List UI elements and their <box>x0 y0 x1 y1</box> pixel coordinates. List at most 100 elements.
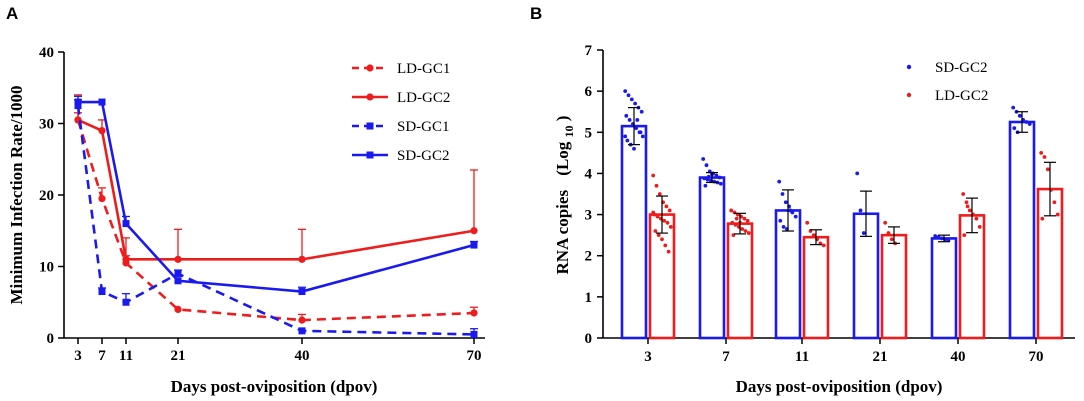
panel-b-point <box>668 225 673 229</box>
panel-b-point <box>1027 122 1032 126</box>
panel-b-y-tick-label: 1 <box>585 290 593 306</box>
panel-b-point <box>629 97 634 102</box>
panel-b-point <box>961 192 966 196</box>
panel-b-bar <box>698 176 726 340</box>
panel-b-bar <box>880 233 908 340</box>
panel-a-x-tick-label: 3 <box>74 348 82 364</box>
panel-b-point <box>781 225 786 229</box>
panel-a-point <box>122 220 130 228</box>
panel-a-legend-label: LD-GC1 <box>397 61 450 77</box>
panel-b-point <box>640 134 645 139</box>
panel-b-point <box>701 157 706 161</box>
panel-b-point <box>778 218 783 223</box>
panel-b-point <box>742 216 747 221</box>
panel-b-point <box>663 243 668 248</box>
panel-a-point <box>470 309 478 317</box>
panel-b-point <box>974 216 979 221</box>
panel-b-point <box>788 208 793 213</box>
panel-a-x-title: Days post-oviposition (dpov) <box>171 377 378 396</box>
panel-b-point <box>946 238 951 242</box>
panel-a-line-sd-gc1 <box>76 105 475 336</box>
panel-b-x-tick-label: 21 <box>873 349 888 365</box>
panel-b-series-sd-gc2 <box>620 89 1036 340</box>
panel-b-x-title: Days post-oviposition (dpov) <box>736 377 943 396</box>
panel-a-point <box>74 98 82 106</box>
panel-a-line-ld-gc2 <box>77 118 475 261</box>
panel-b-point <box>1045 167 1050 172</box>
panel-b-point <box>656 233 661 238</box>
panel-b-point <box>805 220 810 225</box>
panel-b-x-tick-label: 3 <box>644 349 652 365</box>
panel-b-point <box>777 179 782 184</box>
panel-b-point <box>745 218 750 223</box>
panel-b-point <box>626 93 631 98</box>
panel-b-legend-label: SD-GC2 <box>935 60 988 76</box>
panel-b-point <box>746 231 751 235</box>
panel-b-y-title: RNA copies (Log 10 ) <box>553 116 577 275</box>
panel-b-point <box>729 208 734 213</box>
panel-a-series-ld-gc2 <box>74 94 478 263</box>
panel-a-legend-label: LD-GC2 <box>397 90 450 106</box>
panel-b-point <box>1011 105 1016 110</box>
panel-b-point <box>662 218 667 223</box>
panel-b-point <box>964 200 969 205</box>
panel-b-bar <box>930 237 958 340</box>
panel-b-point <box>1024 120 1029 124</box>
panel-b-point <box>1012 126 1017 131</box>
panel-a-line-ld-gc1 <box>76 119 475 322</box>
panel-a-y-tick-label: 20 <box>39 188 54 204</box>
panel-b-point <box>639 109 644 114</box>
panel-b-point <box>1042 155 1047 159</box>
panel-b-point <box>743 229 748 233</box>
panel-a-point <box>298 288 306 296</box>
panel-b-point <box>635 118 640 122</box>
panel-b-point <box>821 243 826 248</box>
panel-b-point <box>936 235 941 240</box>
panel-b-point <box>965 204 970 209</box>
panel-b-point <box>811 233 816 238</box>
panel-b-x-tick-label: 70 <box>1029 349 1044 365</box>
panel-a-point <box>174 277 182 285</box>
panel-a-letter: A <box>6 4 18 23</box>
panel-b-point <box>734 216 739 221</box>
panel-a-legend-marker <box>366 93 374 101</box>
panel-b-point <box>704 163 709 168</box>
panel-b-point <box>653 229 658 233</box>
panel-b-point <box>634 126 639 131</box>
panel-a-point <box>122 255 130 263</box>
panel-b-point <box>889 237 894 242</box>
panel-a-legend-label: SD-GC2 <box>397 148 450 164</box>
panel-b-y-tick-label: 0 <box>585 331 593 347</box>
panel-b-bar <box>802 235 830 340</box>
panel-a-y-tick-label: 0 <box>47 331 55 347</box>
panel-b-letter: B <box>530 4 542 23</box>
panel-b-point <box>664 204 669 209</box>
panel-a-y-tick-label: 30 <box>39 117 54 133</box>
panel-b-point <box>651 173 656 178</box>
panel-a-y-title: Minimum Infection Rate/1000 <box>7 85 26 304</box>
panel-b-y-tick-label: 6 <box>585 84 593 100</box>
panel-a-x-tick-label: 11 <box>119 348 133 364</box>
panel-b-point <box>657 192 662 196</box>
panel-b-point <box>702 176 707 181</box>
panel-a: A 0 10 20 30 40 3 7 11 21 40 70 Minimum Infection… <box>6 4 485 396</box>
panel-b-point <box>717 175 722 180</box>
panel-b-point <box>1040 216 1045 221</box>
panel-a-point <box>98 127 106 135</box>
panel-a-point <box>122 298 130 306</box>
panel-b-bar <box>1008 120 1036 340</box>
panel-a-legend-marker <box>366 64 374 72</box>
panel-a-y-tick-label: 10 <box>39 260 54 276</box>
panel-b-point <box>627 118 632 122</box>
panel-b-y-tick-label: 3 <box>585 208 593 224</box>
panel-b-point <box>632 146 636 151</box>
panel-a-point <box>174 255 182 263</box>
panel-a-point <box>98 194 106 203</box>
panel-a-point <box>470 227 478 235</box>
panel-b-point <box>858 208 863 213</box>
panel-b-point <box>665 220 670 225</box>
panel-b-y-tick-label: 5 <box>585 125 593 141</box>
panel-b-point <box>1039 150 1044 155</box>
panel-b-point <box>705 177 710 182</box>
panel-b-point <box>624 113 629 118</box>
